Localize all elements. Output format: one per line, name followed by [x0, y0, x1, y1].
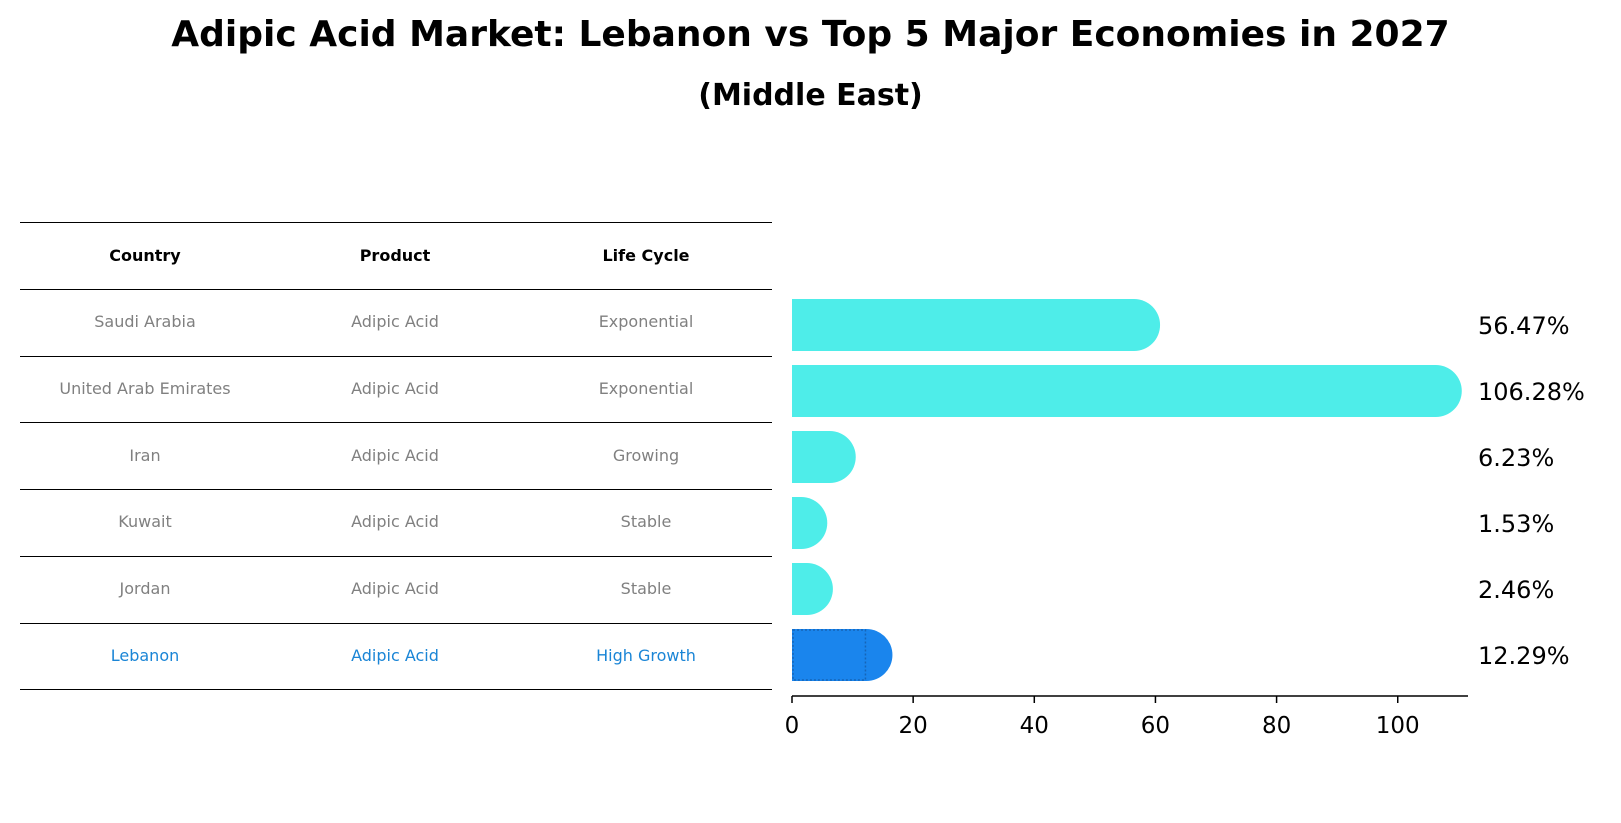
table-rule	[20, 355, 772, 357]
chart-subtitle: (Middle East)	[698, 78, 923, 113]
bar-saudi-arabia	[792, 299, 1161, 351]
cell-life-cycle: Exponential	[598, 312, 694, 332]
x-tick-label: 0	[785, 713, 800, 739]
header-life-cycle: Life Cycle	[602, 245, 690, 265]
cell-product: Adipic Acid	[351, 512, 439, 532]
table-rule	[20, 422, 772, 424]
chart-title: Adipic Acid Market: Lebanon vs Top 5 Maj…	[171, 14, 1450, 55]
cell-product: Adipic Acid	[351, 379, 439, 399]
value-label: 2.46%	[1478, 576, 1554, 604]
x-tick-label: 40	[1020, 713, 1049, 739]
cell-country: United Arab Emirates	[59, 379, 231, 399]
value-label: 6.23%	[1478, 444, 1554, 472]
table-rule	[20, 555, 772, 557]
bar-lebanon	[792, 629, 893, 681]
value-label: 12.29%	[1478, 642, 1570, 670]
header-country: Country	[109, 245, 181, 265]
value-label: 1.53%	[1478, 510, 1554, 538]
cell-country: Saudi Arabia	[94, 312, 196, 332]
header-product: Product	[359, 245, 431, 265]
table-rule	[20, 489, 772, 491]
bar-united-arab-emirates	[792, 365, 1462, 417]
table-rule	[20, 622, 772, 624]
table-rule	[20, 289, 772, 290]
table-rule	[20, 222, 772, 223]
value-label: 56.47%	[1478, 312, 1570, 340]
cell-country: Lebanon	[110, 645, 180, 665]
bar-iran	[792, 431, 856, 483]
x-tick-label: 100	[1376, 713, 1420, 739]
x-tick-label: 80	[1262, 713, 1291, 739]
cell-life-cycle: Stable	[620, 579, 672, 599]
cell-country: Jordan	[119, 579, 171, 599]
bar-jordan	[792, 563, 833, 615]
cell-product: Adipic Acid	[351, 445, 439, 465]
cell-life-cycle: Growing	[612, 445, 680, 465]
cell-country: Kuwait	[118, 512, 172, 532]
cell-product: Adipic Acid	[351, 645, 439, 665]
cell-life-cycle: Exponential	[598, 379, 694, 399]
table-rule	[20, 689, 772, 691]
cell-product: Adipic Acid	[351, 579, 439, 599]
bar-kuwait	[792, 497, 828, 549]
cell-life-cycle: High Growth	[596, 645, 696, 665]
cell-country: Iran	[129, 445, 161, 465]
x-tick-label: 20	[899, 713, 928, 739]
cell-product: Adipic Acid	[351, 312, 439, 332]
bar-highlight-outline	[792, 629, 867, 681]
x-tick-label: 60	[1141, 713, 1170, 739]
value-label: 106.28%	[1478, 378, 1585, 406]
cell-life-cycle: Stable	[620, 512, 672, 532]
